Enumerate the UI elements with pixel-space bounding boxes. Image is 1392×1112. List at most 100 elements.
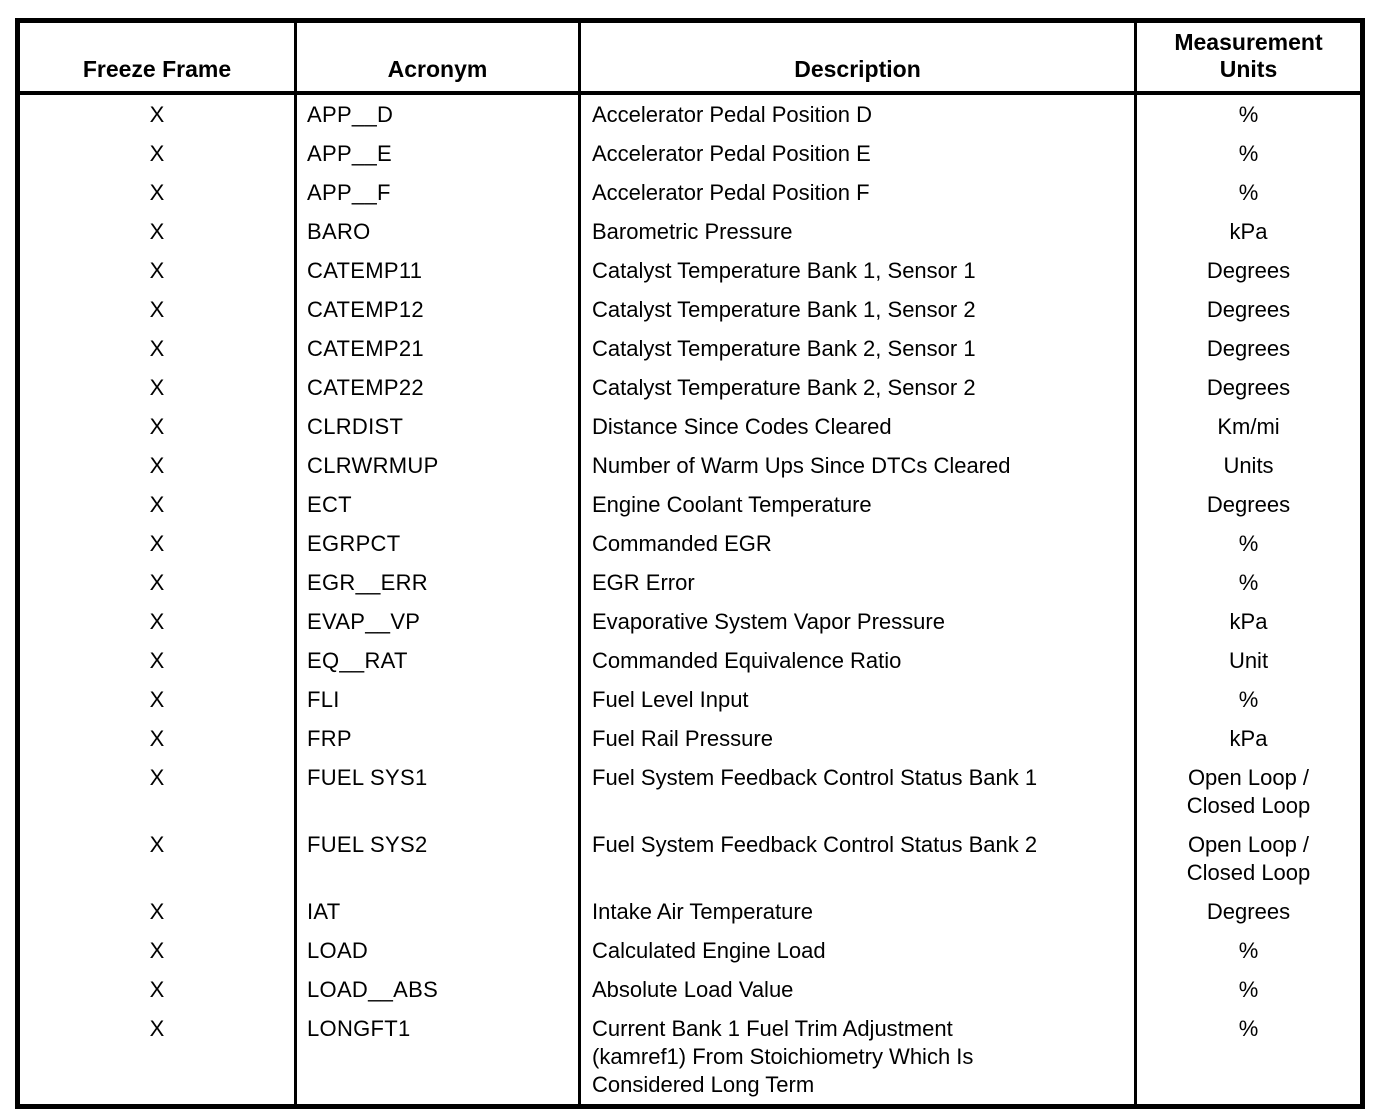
freeze-frame-mark: X <box>149 765 165 790</box>
freeze-frame-mark: X <box>149 141 165 166</box>
measurement-units-cell: Open Loop / Closed Loop <box>1134 758 1363 825</box>
description-cell: Engine Coolant Temperature <box>578 485 1136 524</box>
table-row: X EGRPCT Commanded EGR % <box>18 524 1363 563</box>
measurement-units-cell: kPa <box>1134 719 1363 758</box>
acronym-cell: FRP <box>294 719 580 758</box>
measurement-units-cell: kPa <box>1134 212 1363 251</box>
acronym-cell: LONGFT1 <box>294 1009 580 1107</box>
description-cell: Fuel System Feedback Control Status Bank… <box>578 825 1136 892</box>
measurement-units-cell: Open Loop / Closed Loop <box>1134 825 1363 892</box>
description-cell: Accelerator Pedal Position D <box>578 93 1136 134</box>
measurement-units-cell: % <box>1134 93 1363 134</box>
acronym-cell: LOAD <box>294 931 580 970</box>
freeze-frame-mark: X <box>149 180 165 205</box>
freeze-frame-mark: X <box>149 336 165 361</box>
table-row: X APP__E Accelerator Pedal Position E % <box>18 134 1363 173</box>
table-row: X APP__D Accelerator Pedal Position D % <box>18 93 1363 134</box>
header-acronym: Acronym <box>294 20 580 95</box>
freeze-frame-mark: X <box>149 899 165 924</box>
description-cell: Fuel Level Input <box>578 680 1136 719</box>
measurement-units-cell: % <box>1134 134 1363 173</box>
measurement-units-cell: % <box>1134 931 1363 970</box>
freeze-frame-mark: X <box>149 570 165 595</box>
acronym-cell: LOAD__ABS <box>294 970 580 1009</box>
freeze-frame-mark: X <box>149 609 165 634</box>
table-row: X IAT Intake Air Temperature Degrees <box>18 892 1363 931</box>
description-cell: Calculated Engine Load <box>578 931 1136 970</box>
freeze-frame-mark: X <box>149 453 165 478</box>
table-row: X LONGFT1 Current Bank 1 Fuel Trim Adjus… <box>18 1009 1363 1107</box>
measurement-units-cell: Units <box>1134 446 1363 485</box>
table-body: X APP__D Accelerator Pedal Position D % … <box>18 93 1363 1107</box>
header-freeze-frame: Freeze Frame <box>17 20 296 95</box>
description-cell: Intake Air Temperature <box>578 892 1136 931</box>
description-cell: Barometric Pressure <box>578 212 1136 251</box>
acronym-cell: FUEL SYS2 <box>294 825 580 892</box>
acronym-cell: EGRPCT <box>294 524 580 563</box>
freeze-frame-mark: X <box>149 258 165 283</box>
description-cell: Evaporative System Vapor Pressure <box>578 602 1136 641</box>
table-row: X ECT Engine Coolant Temperature Degrees <box>18 485 1363 524</box>
measurement-units-cell: % <box>1134 970 1363 1009</box>
measurement-units-cell: % <box>1134 1009 1363 1107</box>
freeze-frame-mark: X <box>149 1016 165 1041</box>
acronym-cell: ECT <box>294 485 580 524</box>
freeze-frame-mark: X <box>149 938 165 963</box>
freeze-frame-mark: X <box>149 977 165 1002</box>
measurement-units-cell: Degrees <box>1134 251 1363 290</box>
table-row: X LOAD__ABS Absolute Load Value % <box>18 970 1363 1009</box>
freeze-frame-mark: X <box>149 492 165 517</box>
description-cell: Commanded EGR <box>578 524 1136 563</box>
freeze-frame-mark: X <box>149 219 165 244</box>
table-row: X FUEL SYS2 Fuel System Feedback Control… <box>18 825 1363 892</box>
description-cell: Accelerator Pedal Position E <box>578 134 1136 173</box>
freeze-frame-data-table: Freeze Frame Acronym Description Measure… <box>15 18 1365 1109</box>
description-cell: Current Bank 1 Fuel Trim Adjustment (kam… <box>578 1009 1136 1107</box>
table-row: X FRP Fuel Rail Pressure kPa <box>18 719 1363 758</box>
measurement-units-cell: kPa <box>1134 602 1363 641</box>
measurement-units-cell: % <box>1134 563 1363 602</box>
freeze-frame-mark: X <box>149 832 165 857</box>
table-row: X CATEMP22 Catalyst Temperature Bank 2, … <box>18 368 1363 407</box>
description-cell: Catalyst Temperature Bank 2, Sensor 2 <box>578 368 1136 407</box>
freeze-frame-mark: X <box>149 726 165 751</box>
acronym-cell: EQ__RAT <box>294 641 580 680</box>
measurement-units-cell: Degrees <box>1134 368 1363 407</box>
table-row: X FLI Fuel Level Input % <box>18 680 1363 719</box>
table-row: X CATEMP12 Catalyst Temperature Bank 1, … <box>18 290 1363 329</box>
table-row: X CATEMP11 Catalyst Temperature Bank 1, … <box>18 251 1363 290</box>
table-row: X CLRDIST Distance Since Codes Cleared K… <box>18 407 1363 446</box>
description-cell: Catalyst Temperature Bank 2, Sensor 1 <box>578 329 1136 368</box>
acronym-cell: BARO <box>294 212 580 251</box>
description-cell: Number of Warm Ups Since DTCs Cleared <box>578 446 1136 485</box>
header-measurement-units: Measurement Units <box>1134 20 1363 95</box>
table-row: X CATEMP21 Catalyst Temperature Bank 2, … <box>18 329 1363 368</box>
measurement-units-cell: % <box>1134 680 1363 719</box>
description-cell: Distance Since Codes Cleared <box>578 407 1136 446</box>
freeze-frame-mark: X <box>149 531 165 556</box>
measurement-units-cell: Km/mi <box>1134 407 1363 446</box>
description-cell: Catalyst Temperature Bank 1, Sensor 2 <box>578 290 1136 329</box>
measurement-units-cell: % <box>1134 173 1363 212</box>
table-row: X EVAP__VP Evaporative System Vapor Pres… <box>18 602 1363 641</box>
freeze-frame-mark: X <box>149 375 165 400</box>
acronym-cell: CLRWRMUP <box>294 446 580 485</box>
acronym-cell: EGR__ERR <box>294 563 580 602</box>
acronym-cell: CATEMP11 <box>294 251 580 290</box>
freeze-frame-mark: X <box>149 102 165 127</box>
acronym-cell: EVAP__VP <box>294 602 580 641</box>
description-cell: Fuel Rail Pressure <box>578 719 1136 758</box>
table-row: X LOAD Calculated Engine Load % <box>18 931 1363 970</box>
freeze-frame-mark: X <box>149 297 165 322</box>
acronym-cell: APP__E <box>294 134 580 173</box>
acronym-cell: FUEL SYS1 <box>294 758 580 825</box>
acronym-cell: CATEMP22 <box>294 368 580 407</box>
table-row: X APP__F Accelerator Pedal Position F % <box>18 173 1363 212</box>
acronym-cell: CATEMP12 <box>294 290 580 329</box>
table-row: X BARO Barometric Pressure kPa <box>18 212 1363 251</box>
freeze-frame-mark: X <box>149 648 165 673</box>
acronym-cell: IAT <box>294 892 580 931</box>
acronym-cell: APP__D <box>294 93 580 134</box>
measurement-units-cell: % <box>1134 524 1363 563</box>
